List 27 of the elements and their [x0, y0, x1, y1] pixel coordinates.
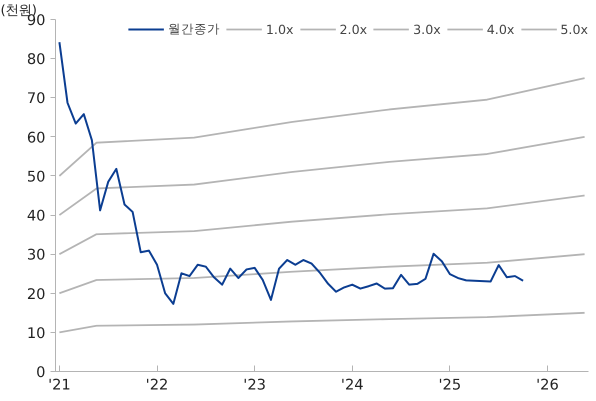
- x-tick-label: '25: [438, 376, 462, 394]
- legend-label: 5.0x: [560, 22, 588, 36]
- legend-label: 3.0x: [413, 22, 441, 36]
- legend-label: 2.0x: [340, 22, 368, 36]
- line-series: [58, 312, 586, 334]
- legend-label: 1.0x: [266, 22, 294, 36]
- x-tick-label: '22: [146, 376, 168, 394]
- y-tick-label: 50: [26, 168, 46, 186]
- line-series: [58, 253, 586, 294]
- y-tick-label: 70: [26, 90, 46, 108]
- legend-label: 월간종가: [168, 20, 220, 38]
- y-tick-label: 20: [26, 286, 46, 303]
- x-tick-label: '21: [48, 376, 71, 394]
- legend-label: 4.0x: [486, 22, 514, 36]
- x-tick-label: '24: [340, 376, 364, 394]
- line-series: [58, 77, 586, 177]
- y-tick-label: 30: [26, 246, 46, 264]
- y-tick-label: 80: [26, 51, 46, 68]
- line-series: [58, 194, 586, 256]
- y-tick-label: 40: [26, 208, 46, 225]
- y-tick-label: 60: [26, 129, 46, 146]
- x-tick-label: '26: [536, 376, 559, 394]
- line-series: [58, 136, 586, 216]
- x-tick-label: '23: [243, 376, 266, 394]
- y-tick-label: 10: [26, 324, 46, 342]
- y-tick-label: 0: [36, 364, 46, 381]
- line-series: [58, 41, 524, 305]
